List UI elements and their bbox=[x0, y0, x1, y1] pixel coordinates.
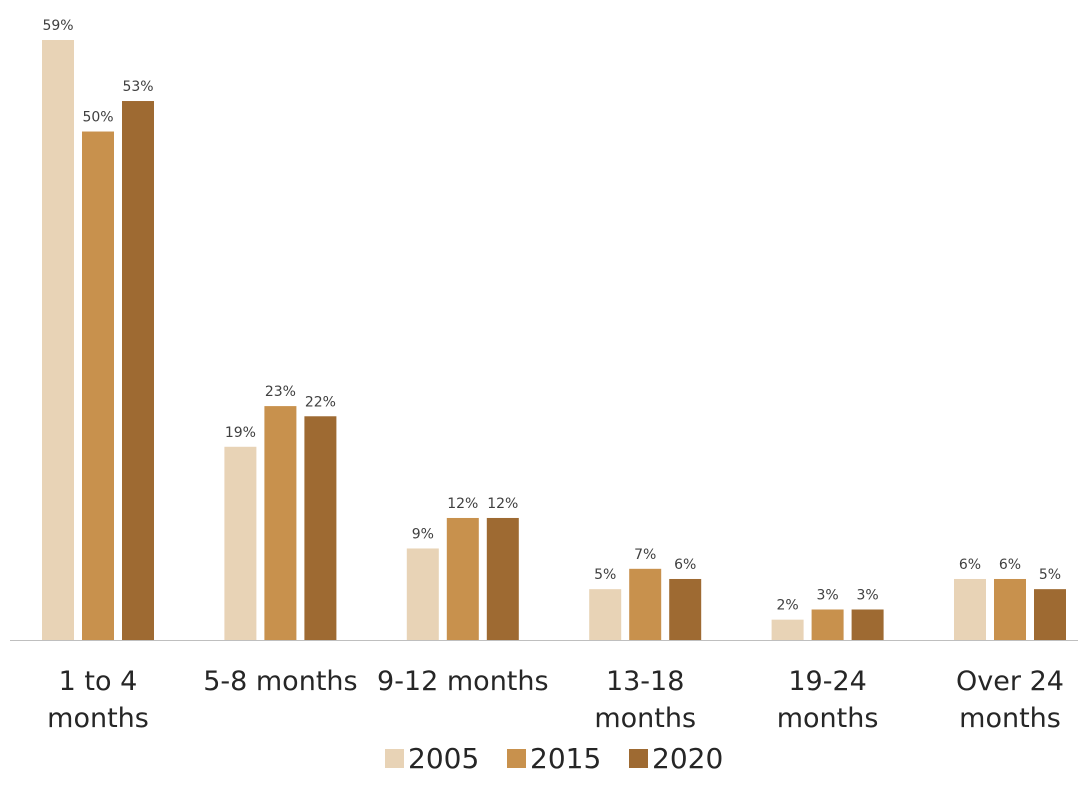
data-label-2015-cat-5: 6% bbox=[999, 557, 1021, 573]
legend-swatch bbox=[385, 749, 404, 768]
category-label-2: 9-12 months bbox=[377, 666, 549, 697]
legend-swatch bbox=[507, 749, 526, 768]
legend-item-2005: 2005 bbox=[385, 742, 479, 775]
bar-2020-cat-5 bbox=[1034, 589, 1066, 640]
bar-2005-cat-0 bbox=[42, 40, 74, 640]
data-label-2020-cat-5: 5% bbox=[1039, 567, 1061, 583]
data-label-2015-cat-4: 3% bbox=[816, 587, 838, 603]
legend-label: 2005 bbox=[408, 742, 479, 775]
category-label-line: 13-18 bbox=[606, 666, 684, 697]
category-label-line: Over 24 bbox=[956, 666, 1064, 697]
bar-2020-cat-1 bbox=[304, 416, 337, 640]
category-label-3: 13-18 months bbox=[594, 666, 696, 734]
bar-2015-cat-0 bbox=[82, 131, 114, 640]
category-label-line: months bbox=[594, 703, 696, 734]
legend-item-2015: 2015 bbox=[507, 742, 601, 775]
category-label-5: Over 24 months bbox=[956, 666, 1064, 734]
bar-2015-cat-2 bbox=[446, 517, 479, 640]
data-label-2020-cat-4: 3% bbox=[856, 587, 878, 603]
bar-2015-cat-5 bbox=[994, 578, 1026, 640]
category-label-4: 19-24 months bbox=[777, 666, 879, 734]
data-label-2015-cat-0: 50% bbox=[82, 110, 113, 126]
category-label-line: 5-8 months bbox=[203, 666, 357, 697]
data-label-2005-cat-3: 5% bbox=[594, 567, 616, 583]
bar-2020-cat-0 bbox=[122, 101, 154, 640]
category-label-line: 19-24 bbox=[788, 666, 866, 697]
data-label-2020-cat-0: 53% bbox=[122, 79, 153, 95]
data-label-2015-cat-3: 7% bbox=[634, 547, 656, 563]
legend-item-2020: 2020 bbox=[629, 742, 723, 775]
category-label-0: 1 to 4 months bbox=[47, 666, 149, 734]
bar-2005-cat-2 bbox=[406, 548, 439, 640]
category-label-1: 5-8 months bbox=[203, 666, 357, 697]
bar-2005-cat-4 bbox=[771, 619, 804, 640]
bar-2015-cat-1 bbox=[264, 406, 297, 640]
data-label-2020-cat-1: 22% bbox=[305, 394, 336, 410]
category-label-line: months bbox=[777, 703, 879, 734]
category-label-line: 1 to 4 bbox=[59, 666, 138, 697]
bar-2005-cat-5 bbox=[954, 578, 986, 640]
bar-2015-cat-4 bbox=[811, 609, 844, 640]
data-label-2005-cat-5: 6% bbox=[959, 557, 981, 573]
legend-label: 2015 bbox=[530, 742, 601, 775]
bar-2005-cat-1 bbox=[224, 446, 257, 640]
category-label-line: months bbox=[959, 703, 1061, 734]
data-label-2005-cat-4: 2% bbox=[776, 598, 798, 614]
data-label-2020-cat-3: 6% bbox=[674, 557, 696, 573]
data-label-2020-cat-2: 12% bbox=[487, 496, 518, 512]
data-label-2005-cat-1: 19% bbox=[225, 425, 256, 441]
bar-2020-cat-4 bbox=[851, 609, 884, 640]
data-label-2005-cat-0: 59% bbox=[42, 18, 73, 34]
data-label-2015-cat-2: 12% bbox=[447, 496, 478, 512]
bar-2015-cat-3 bbox=[629, 568, 662, 640]
category-label-line: months bbox=[47, 703, 149, 734]
data-labels-layer: 59% 50% 53% 19% 23% 22% 9% 12% 12% 5% 7% 6% 2% 3% 3% 6%… bbox=[42, 18, 1061, 614]
bar-2020-cat-3 bbox=[669, 578, 702, 640]
bar-2020-cat-2 bbox=[486, 517, 519, 640]
category-label-line: 9-12 months bbox=[377, 666, 549, 697]
legend: 2005 2015 2020 bbox=[385, 742, 723, 775]
bars-layer bbox=[42, 40, 1066, 640]
data-label-2015-cat-1: 23% bbox=[265, 384, 296, 400]
data-label-2005-cat-2: 9% bbox=[412, 526, 434, 542]
category-labels-layer: 1 to 4 months 5-8 months 9-12 months 13-18 mo… bbox=[47, 666, 1064, 734]
legend-label: 2020 bbox=[652, 742, 723, 775]
legend-swatch bbox=[629, 749, 648, 768]
bar-2005-cat-3 bbox=[589, 589, 622, 640]
